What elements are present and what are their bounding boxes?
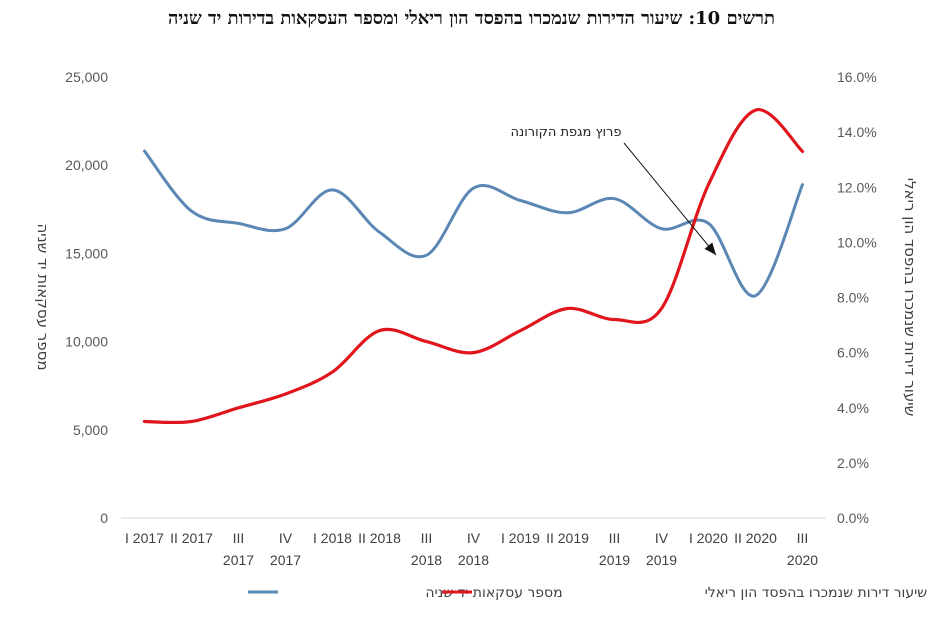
- right-tick-label: 8.0%: [837, 290, 869, 306]
- x-tick-label: II 2019: [546, 530, 589, 546]
- x-tick-label: I 2017: [125, 530, 164, 546]
- legend-label-loss-rate: שיעור דירות שנמכרו בהפסד הון ריאלי: [705, 585, 928, 601]
- x-tick-label: 2018: [411, 552, 442, 568]
- legend-label-transactions: מספר עסקאות יד שניה: [425, 585, 562, 601]
- left-tick-label: 10,000: [65, 334, 108, 350]
- right-axis-ticks: 0.0% 2.0% 4.0% 6.0% 8.0% 10.0% 12.0% 14.0% 16.0%: [837, 69, 877, 526]
- annotation-arrow: [623, 142, 717, 256]
- x-tick-label: I 2019: [501, 530, 540, 546]
- right-tick-label: 14.0%: [837, 124, 877, 140]
- x-tick-label: 2019: [599, 552, 630, 568]
- x-axis-ticks: I 2017 II 2017 III 2017 IV 2017 I 2018 II 2018 I…: [125, 530, 818, 568]
- x-tick-label: 2017: [223, 552, 254, 568]
- series-lines: [142, 108, 805, 425]
- chart-title: תרשים 10: שיעור הדירות שנמכרו בהפסד הון …: [168, 8, 775, 29]
- x-tick-label: III: [421, 530, 433, 546]
- right-tick-label: 4.0%: [837, 400, 869, 416]
- annotation-arrowhead: [704, 242, 716, 255]
- annotation-text: פרוץ מגפת הקורונה: [511, 125, 622, 140]
- x-tick-label: III: [609, 530, 621, 546]
- x-tick-label: 2018: [458, 552, 489, 568]
- x-tick-label: 2019: [646, 552, 677, 568]
- left-tick-label: 20,000: [65, 157, 108, 173]
- annotation: פרוץ מגפת הקורונה: [511, 125, 717, 256]
- left-tick-label: 5,000: [73, 422, 108, 438]
- x-tick-label: I 2018: [313, 530, 352, 546]
- x-tick-label: III: [233, 530, 245, 546]
- x-tick-label: III: [797, 530, 809, 546]
- x-tick-label: 2017: [270, 552, 301, 568]
- right-tick-label: 16.0%: [837, 69, 877, 85]
- x-tick-label: IV: [467, 530, 481, 546]
- right-axis-label: שיעור דירות שנמכרו בהפסד הון ריאלי: [901, 178, 919, 417]
- x-tick-label: I 2020: [689, 530, 728, 546]
- left-tick-label: 15,000: [65, 245, 108, 261]
- x-tick-label: 2020: [787, 552, 818, 568]
- series-line-transactions: [143, 149, 804, 298]
- right-tick-label: 6.0%: [837, 345, 869, 361]
- left-axis-label: מספר עסקאות יד שניה: [34, 223, 52, 370]
- x-tick-label: II 2017: [170, 530, 213, 546]
- x-tick-label: IV: [279, 530, 293, 546]
- x-tick-label: II 2020: [734, 530, 777, 546]
- x-tick-label: IV: [655, 530, 669, 546]
- series-line-loss-rate: [142, 108, 805, 425]
- x-tick-label: II 2018: [358, 530, 401, 546]
- right-tick-label: 2.0%: [837, 455, 869, 471]
- right-tick-label: 10.0%: [837, 234, 877, 250]
- left-tick-label: 25,000: [65, 69, 108, 85]
- right-tick-label: 12.0%: [837, 179, 877, 195]
- right-tick-label: 0.0%: [837, 510, 869, 526]
- left-axis-ticks: 0 5,000 10,000 15,000 20,000 25,000: [65, 69, 108, 526]
- legend: מספר עסקאות יד שניה שיעור דירות שנמכרו בה…: [248, 585, 927, 601]
- left-tick-label: 0: [100, 510, 108, 526]
